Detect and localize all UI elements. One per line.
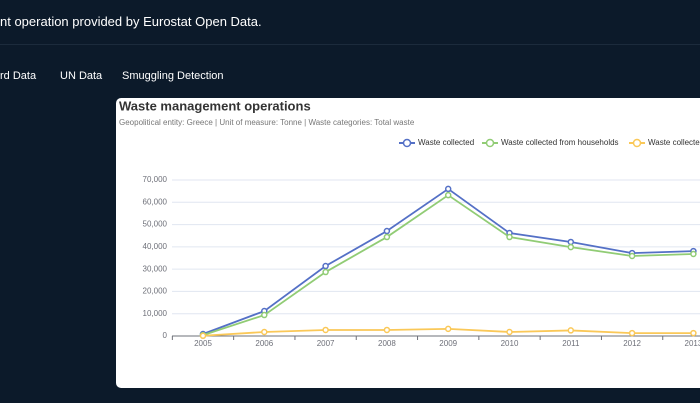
data-point [506, 328, 513, 336]
legend-icon [485, 138, 495, 148]
legend-icon [402, 138, 412, 148]
legend-label: Waste collected [418, 138, 474, 147]
x-tick-label: 2007 [317, 339, 335, 348]
data-point [444, 191, 452, 199]
x-tick-label: 2009 [439, 339, 457, 348]
data-point [322, 262, 329, 270]
x-tick-label: 2011 [562, 339, 580, 348]
x-tick-label: 2008 [378, 339, 396, 348]
data-point [628, 252, 636, 260]
data-point [383, 326, 391, 334]
data-point [567, 327, 575, 334]
data-point [199, 332, 207, 340]
legend-icon [632, 138, 642, 148]
chart: Waste management operations Geopolitical… [116, 98, 700, 388]
legend-label: Waste collecte [648, 138, 700, 147]
data-point [506, 233, 513, 241]
header-text: nt operation provided by Eurostat Open D… [0, 14, 262, 29]
legend-label: Waste collected from households [501, 138, 619, 147]
divider [0, 44, 700, 45]
nav-item[interactable]: rd Data [0, 70, 37, 82]
data-point [567, 243, 575, 251]
data-point [690, 250, 697, 258]
x-tick-label: 2010 [501, 339, 519, 348]
data-point [690, 329, 697, 337]
chart-subtitle: Geopolitical entity: Greece | Unit of me… [119, 118, 415, 127]
y-tick-label: 20,000 [143, 287, 168, 296]
x-tick-label: 2012 [623, 339, 641, 348]
y-tick-label: 40,000 [143, 242, 168, 251]
data-point [261, 311, 268, 319]
nav-item[interactable]: Smuggling Detection [122, 70, 224, 82]
y-tick-label: 0 [163, 331, 168, 340]
y-tick-label: 60,000 [143, 197, 168, 206]
x-tick-label: 2006 [255, 339, 273, 348]
data-point [322, 326, 329, 334]
data-point [383, 227, 391, 235]
data-point [567, 238, 575, 246]
data-point [628, 329, 636, 337]
data-point [261, 328, 268, 336]
y-tick-label: 10,000 [143, 309, 168, 318]
data-point [444, 185, 452, 193]
data-point [383, 233, 391, 241]
nav-item[interactable]: UN Data [60, 70, 103, 82]
y-tick-label: 30,000 [143, 264, 168, 273]
x-tick-label: 2013 [685, 339, 700, 348]
y-tick-label: 50,000 [143, 220, 168, 229]
data-point [444, 325, 452, 333]
y-tick-label: 70,000 [143, 175, 168, 184]
data-point [322, 268, 329, 276]
chart-title: Waste management operations [119, 98, 311, 113]
x-tick-label: 2005 [194, 339, 212, 348]
